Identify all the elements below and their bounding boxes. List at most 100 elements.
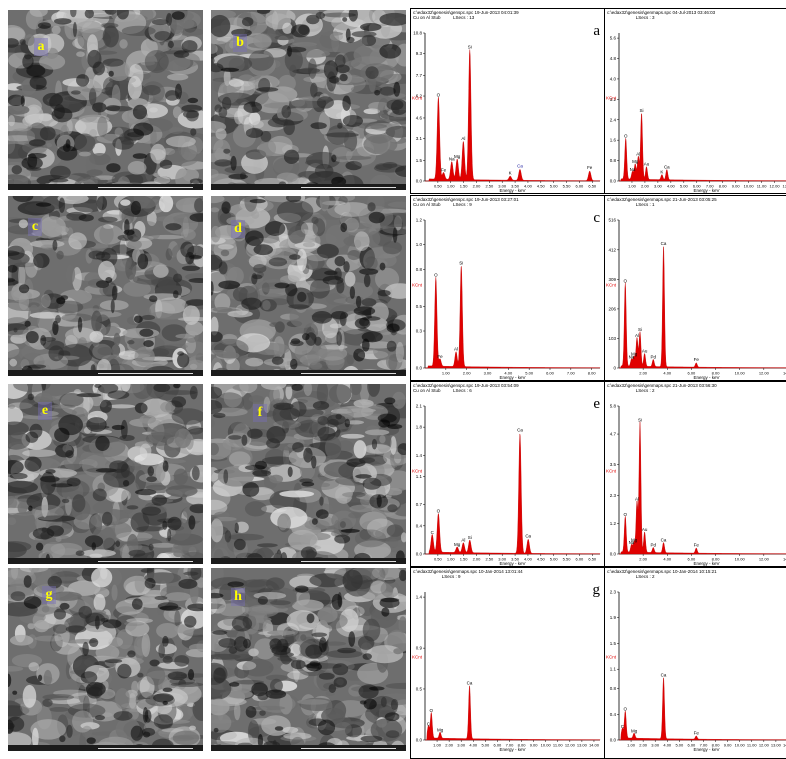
sem-micrograph-c: c [8, 196, 203, 376]
peak-label-si: Si [638, 417, 642, 422]
eds-spectrum-e: c:\edax32\genesis\genspc.spc 19-Jun-2013… [410, 381, 605, 567]
x-tick-label: 2.50 [485, 184, 494, 189]
x-tick-label: 4.50 [537, 557, 546, 562]
sem-micrograph-d: d [211, 196, 406, 376]
x-tick-label: 12.00 [759, 371, 770, 376]
y-tick-label: 1.5 [416, 158, 423, 163]
y-tick-label: 0.7 [416, 502, 423, 507]
sem-micrograph-f: f [211, 384, 406, 564]
x-axis-label: Energy - keV [499, 561, 525, 566]
spectrum-trace [619, 422, 786, 554]
x-tick-label: 0.50 [434, 184, 443, 189]
x-tick-label: 1.50 [460, 184, 469, 189]
x-tick-label: 11.00 [757, 184, 767, 189]
peak-label-si: Si [640, 108, 644, 113]
peak-label-mg: Mg [437, 727, 444, 732]
x-tick-label: 5.00 [481, 743, 490, 748]
peak-label-k: K [660, 169, 663, 174]
y-axis-label: KCnt [412, 96, 423, 101]
peak-label-o: O [624, 134, 628, 139]
x-tick-label: 5.00 [680, 184, 689, 189]
y-tick-label: 206 [608, 306, 616, 311]
peak-label-si: Si [638, 327, 642, 332]
peak-label-ca: Ca [517, 164, 523, 169]
y-tick-label: 0.3 [416, 329, 423, 334]
eds-spectrum-g: c:\edax32\genesis\genmaps.spc 10-Jan-201… [410, 567, 605, 759]
x-tick-label: 1.00 [442, 371, 451, 376]
peak-label-o: O [430, 708, 434, 713]
y-tick-label: 0.8 [610, 686, 617, 691]
sem-texture [211, 384, 406, 564]
y-tick-label: 1.1 [416, 474, 423, 479]
peak-label-na: Na [630, 167, 636, 172]
x-tick-label: 6.00 [576, 557, 585, 562]
peak-label-o: O [437, 509, 441, 514]
peak-label-al: Al [635, 496, 639, 501]
sem-info-bar [8, 745, 203, 751]
x-tick-label: 1.00 [447, 557, 456, 562]
x-tick-label: 13.00 [577, 743, 588, 748]
spectrum-trace [619, 678, 786, 740]
x-tick-label: 5.00 [550, 557, 559, 562]
x-tick-label: 9.00 [724, 743, 733, 748]
y-tick-label: 2.3 [610, 493, 617, 498]
y-tick-label: 0.0 [610, 738, 617, 743]
x-tick-label: 2.50 [485, 557, 494, 562]
peak-label-si: Si [468, 535, 472, 540]
y-tick-label: 4.0 [610, 76, 617, 81]
sem-info-bar [211, 745, 406, 751]
eds-spectrum-h: c:\edax32\genesis\genmaps.spc 10-Jan-201… [604, 567, 786, 759]
x-tick-label: 2.00 [641, 184, 650, 189]
y-axis-label: KCnt [412, 655, 423, 660]
sem-info-bar [8, 558, 203, 564]
y-tick-label: 4.8 [610, 56, 617, 61]
peak-label-mg: Mg [631, 728, 638, 733]
sem-info-bar [8, 184, 203, 190]
x-tick-label: 4.00 [663, 371, 672, 376]
y-tick-label: 0.9 [416, 646, 423, 651]
y-tick-label: 9.3 [416, 51, 423, 56]
y-tick-label: 7.7 [416, 73, 423, 78]
y-tick-label: 1.2 [416, 218, 423, 223]
y-axis-label: KCnt [412, 283, 423, 288]
peak-label-ca: Ca [525, 533, 531, 538]
y-tick-label: 0.5 [416, 686, 423, 691]
peak-label-o: O [624, 278, 628, 283]
x-tick-label: 11.00 [747, 743, 757, 748]
x-tick-label: 12.00 [770, 184, 781, 189]
x-tick-label: 12.00 [759, 557, 770, 562]
peak-label-pd: Pd [651, 542, 657, 547]
x-tick-label: 10.00 [735, 557, 746, 562]
y-tick-label: 1.4 [416, 453, 423, 458]
x-tick-label: 1.00 [447, 184, 456, 189]
y-tick-label: 10.8 [413, 31, 422, 36]
peak-label-k: K [509, 170, 512, 175]
x-tick-label: 11.00 [553, 743, 563, 748]
peak-label-c: C [431, 530, 435, 535]
sem-scale-bar [301, 187, 396, 188]
peak-label-fe: Fe [694, 730, 700, 735]
y-tick-label: 0.0 [610, 179, 617, 184]
y-tick-label: 309 [608, 277, 616, 282]
x-tick-label: 2.00 [463, 371, 472, 376]
y-tick-label: 1.4 [416, 595, 423, 600]
sem-info-bar [211, 558, 406, 564]
x-tick-label: 12.00 [565, 743, 576, 748]
peak-label-si: Si [459, 260, 463, 265]
y-axis-label: KCnt [606, 655, 617, 660]
peak-label-fe: Fe [437, 354, 443, 359]
peak-label-mg: Mg [632, 159, 639, 164]
sem-info-bar [8, 370, 203, 376]
peak-label-mg: Mg [454, 542, 461, 547]
x-tick-label: 1.00 [628, 184, 637, 189]
x-tick-label: 5.00 [675, 743, 684, 748]
x-tick-label: 10.00 [541, 743, 552, 748]
sem-panel-label: d [231, 220, 245, 238]
peak-label-ca: Ca [661, 672, 667, 677]
